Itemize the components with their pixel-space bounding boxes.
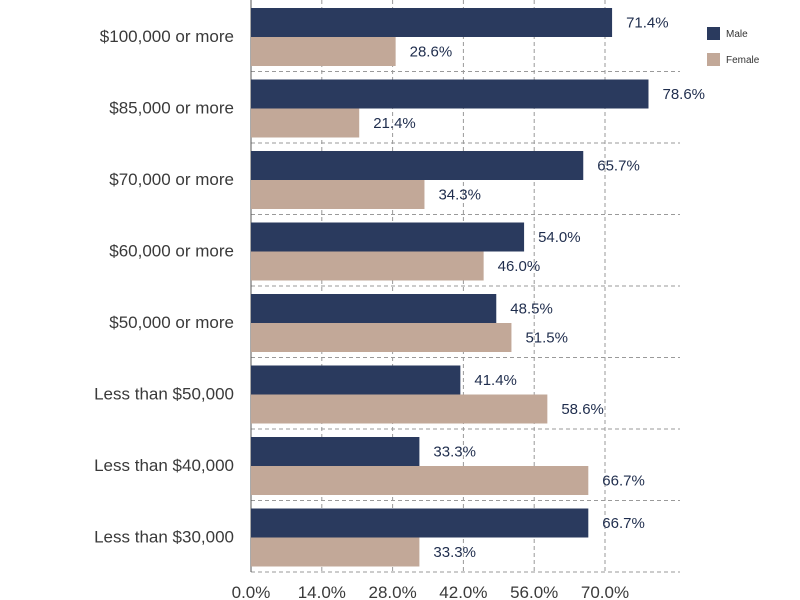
bar-female bbox=[251, 466, 589, 495]
category-label: $50,000 or more bbox=[109, 313, 234, 332]
legend-swatch-female bbox=[707, 53, 720, 66]
data-label-male: 65.7% bbox=[597, 158, 640, 175]
legend-swatch-male bbox=[707, 27, 720, 40]
data-label-male: 33.3% bbox=[433, 444, 476, 461]
category-label: $100,000 or more bbox=[100, 27, 234, 46]
bar-female bbox=[251, 323, 512, 352]
legend-label-male: Male bbox=[726, 29, 748, 40]
data-label-female: 51.5% bbox=[525, 330, 568, 347]
category-label: Less than $30,000 bbox=[94, 528, 234, 547]
category-label: Less than $40,000 bbox=[94, 456, 234, 475]
category-labels: $100,000 or more $85,000 or more $70,000 o… bbox=[94, 27, 234, 547]
bar-female bbox=[251, 37, 396, 66]
x-tick-label: 28.0% bbox=[368, 583, 416, 600]
legend-label-female: Female bbox=[726, 55, 760, 66]
bar-female bbox=[251, 251, 484, 281]
x-tick-label: 14.0% bbox=[298, 583, 346, 600]
category-label: $85,000 or more bbox=[109, 99, 234, 118]
data-label-male: 66.7% bbox=[602, 515, 645, 532]
bar-male bbox=[251, 79, 649, 109]
x-tick-label: 42.0% bbox=[439, 583, 487, 600]
data-label-female: 34.3% bbox=[438, 187, 481, 204]
data-label-male: 41.4% bbox=[474, 372, 517, 389]
data-labels: 71.4% 28.6% 78.6% 21.4% 65.7% 34.3% 54.0% 46.0%… bbox=[373, 15, 705, 562]
legend: Male Female bbox=[707, 27, 760, 66]
data-label-female: 58.6% bbox=[561, 401, 604, 418]
data-label-female: 21.4% bbox=[373, 115, 416, 132]
bar-male bbox=[251, 151, 584, 180]
bar-female bbox=[251, 108, 360, 138]
x-tick-label: 56.0% bbox=[510, 583, 558, 600]
category-label: $70,000 or more bbox=[109, 170, 234, 189]
data-label-female: 66.7% bbox=[602, 473, 645, 490]
data-label-male: 48.5% bbox=[510, 301, 553, 318]
data-label-male: 78.6% bbox=[662, 86, 705, 103]
data-label-male: 71.4% bbox=[626, 15, 669, 32]
x-tick-label: 70.0% bbox=[581, 583, 629, 600]
x-axis-ticks: 0.0% 14.0% 28.0% 42.0% 56.0% 70.0% bbox=[232, 583, 629, 600]
data-label-female: 46.0% bbox=[498, 258, 541, 275]
bar-male bbox=[251, 294, 497, 323]
bar-male bbox=[251, 365, 461, 395]
data-label-female: 33.3% bbox=[433, 544, 476, 561]
category-label: $60,000 or more bbox=[109, 242, 234, 261]
data-label-male: 54.0% bbox=[538, 229, 581, 246]
bar-female bbox=[251, 180, 425, 209]
bar-male bbox=[251, 437, 420, 466]
bars bbox=[251, 8, 649, 567]
bar-female bbox=[251, 537, 420, 567]
category-label: Less than $50,000 bbox=[94, 385, 234, 404]
bar-male bbox=[251, 508, 589, 538]
bar-male bbox=[251, 8, 613, 37]
bar-female bbox=[251, 394, 548, 424]
x-tick-label: 0.0% bbox=[232, 583, 271, 600]
data-label-female: 28.6% bbox=[410, 44, 453, 61]
bar-male bbox=[251, 222, 525, 252]
